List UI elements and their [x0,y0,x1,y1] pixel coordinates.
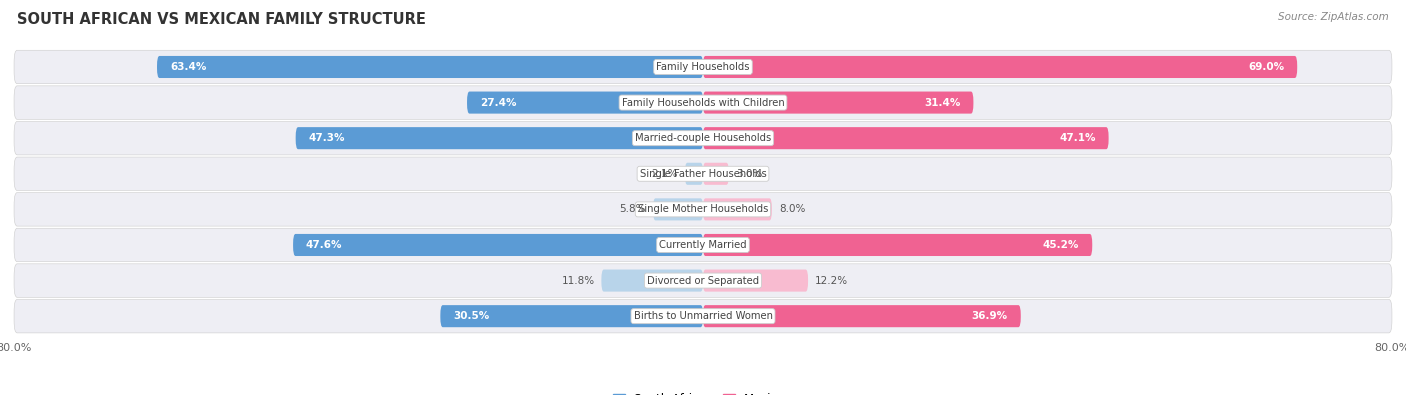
FancyBboxPatch shape [14,193,1392,226]
FancyBboxPatch shape [703,198,772,220]
FancyBboxPatch shape [703,234,1092,256]
Text: 69.0%: 69.0% [1249,62,1284,72]
Text: 11.8%: 11.8% [561,276,595,286]
FancyBboxPatch shape [14,121,1392,155]
FancyBboxPatch shape [703,163,728,185]
Text: 3.0%: 3.0% [735,169,762,179]
FancyBboxPatch shape [292,234,703,256]
Text: Currently Married: Currently Married [659,240,747,250]
FancyBboxPatch shape [157,56,703,78]
Text: Married-couple Households: Married-couple Households [636,133,770,143]
FancyBboxPatch shape [14,264,1392,297]
FancyBboxPatch shape [703,92,973,114]
FancyBboxPatch shape [703,127,1108,149]
Text: Family Households: Family Households [657,62,749,72]
Text: 47.3%: 47.3% [308,133,344,143]
Text: Source: ZipAtlas.com: Source: ZipAtlas.com [1278,12,1389,22]
Text: 45.2%: 45.2% [1043,240,1080,250]
FancyBboxPatch shape [685,163,703,185]
Text: Family Households with Children: Family Households with Children [621,98,785,107]
Text: 30.5%: 30.5% [453,311,489,321]
Text: 2.1%: 2.1% [651,169,678,179]
Text: 63.4%: 63.4% [170,62,207,72]
FancyBboxPatch shape [14,157,1392,190]
FancyBboxPatch shape [14,299,1392,333]
FancyBboxPatch shape [467,92,703,114]
Text: 47.1%: 47.1% [1059,133,1095,143]
Text: Divorced or Separated: Divorced or Separated [647,276,759,286]
FancyBboxPatch shape [14,50,1392,84]
Text: Births to Unmarried Women: Births to Unmarried Women [634,311,772,321]
Text: 36.9%: 36.9% [972,311,1008,321]
FancyBboxPatch shape [703,305,1021,327]
Text: 31.4%: 31.4% [924,98,960,107]
Text: 5.8%: 5.8% [620,204,647,214]
FancyBboxPatch shape [703,56,1298,78]
Text: 12.2%: 12.2% [815,276,848,286]
Text: SOUTH AFRICAN VS MEXICAN FAMILY STRUCTURE: SOUTH AFRICAN VS MEXICAN FAMILY STRUCTUR… [17,12,426,27]
FancyBboxPatch shape [703,269,808,292]
Text: Single Father Households: Single Father Households [640,169,766,179]
FancyBboxPatch shape [440,305,703,327]
FancyBboxPatch shape [652,198,703,220]
Text: 27.4%: 27.4% [479,98,516,107]
FancyBboxPatch shape [602,269,703,292]
FancyBboxPatch shape [14,86,1392,119]
Text: Single Mother Households: Single Mother Households [638,204,768,214]
FancyBboxPatch shape [14,228,1392,262]
Text: 47.6%: 47.6% [307,240,343,250]
Legend: South African, Mexican: South African, Mexican [609,388,797,395]
FancyBboxPatch shape [295,127,703,149]
Text: 8.0%: 8.0% [779,204,806,214]
